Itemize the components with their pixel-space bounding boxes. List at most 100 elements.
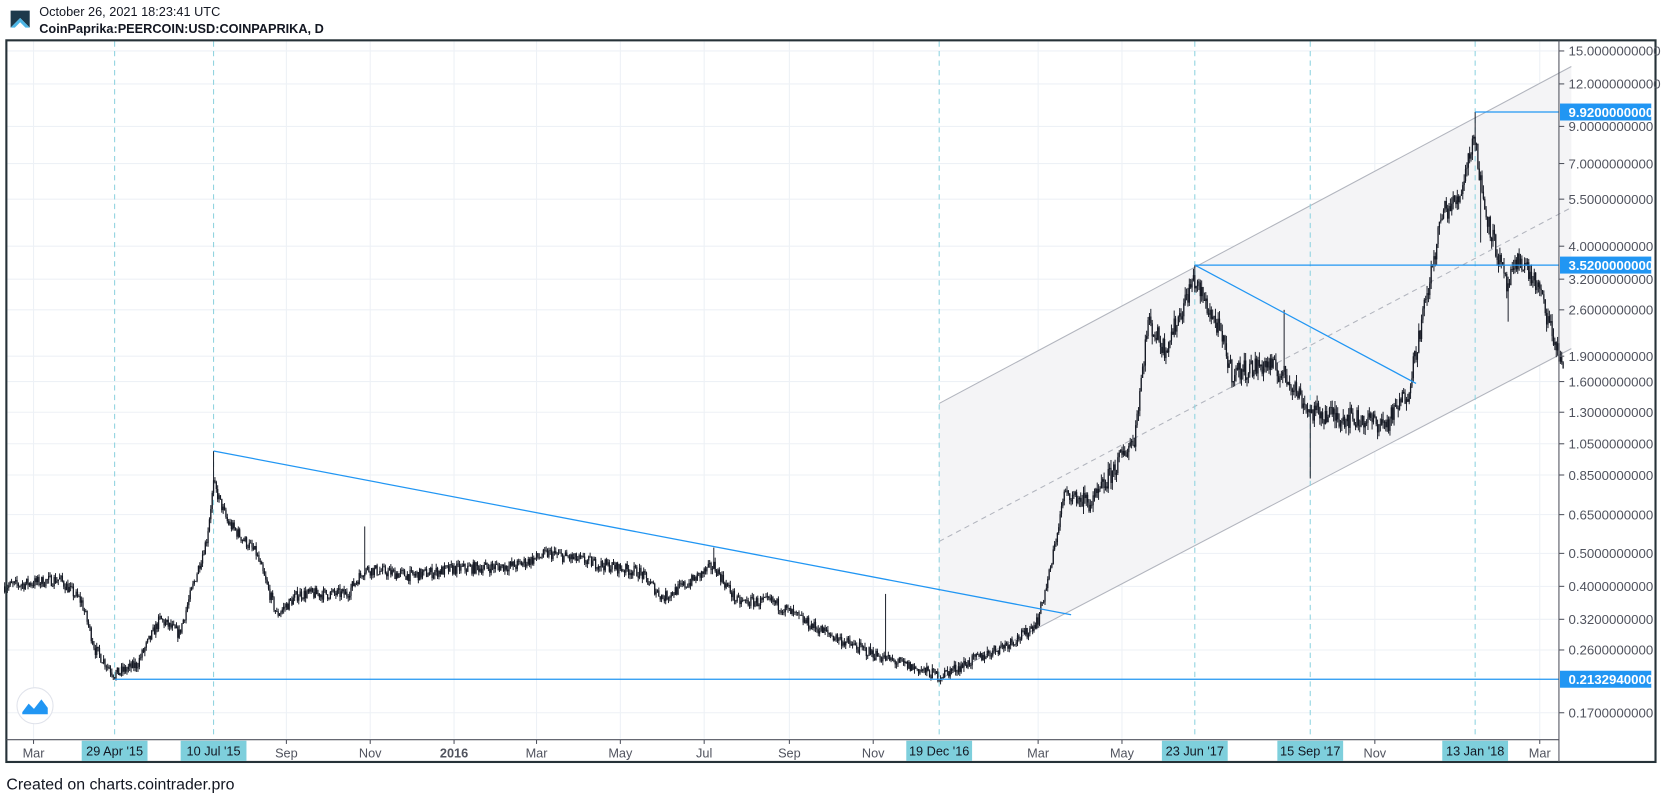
candle-body [1258,359,1261,367]
candle-body [687,586,689,588]
date-marker-tag[interactable] [81,740,148,761]
date-marker-tag[interactable] [1161,740,1228,761]
candle-body [19,586,21,587]
candle-body [45,579,47,587]
candle-body [251,542,253,548]
candle-body [564,552,567,556]
candle-body [452,565,454,574]
channel-lower-line[interactable] [938,348,1572,680]
candle-body [942,677,944,678]
candle-body [1240,369,1243,380]
candle-body [529,558,531,566]
candle-body [1308,409,1310,413]
candle-body [982,655,984,661]
date-marker-tag[interactable] [180,740,247,761]
candle-body [223,506,226,510]
candle-body [1327,416,1329,423]
candle-body [1533,272,1535,281]
candle-body [669,597,671,599]
candle-body [419,568,421,581]
candle-body [534,557,536,559]
candle-body [337,588,340,590]
candle-body [829,634,832,636]
candle-body [854,643,856,646]
candle-body [206,542,208,544]
candle-body [1364,422,1366,428]
candle-body [637,576,639,578]
candle-body [368,566,370,572]
candle-body [880,660,883,662]
candle-body [970,665,972,666]
candle-body [535,553,538,558]
candle-body [1561,356,1563,363]
date-marker-tag[interactable] [1442,740,1509,761]
candle-body [228,521,230,525]
candle-body [978,654,980,657]
candle-body [173,624,175,625]
time-tick-label: May [608,746,633,761]
trend-line[interactable] [1194,264,1417,384]
candle-body [1184,294,1186,304]
candle-body [485,562,487,565]
candle-body [586,560,589,565]
candle-body [1049,567,1052,570]
candle-body [394,569,396,580]
candle-body [605,559,608,565]
candle-body [1418,330,1420,353]
candle-body [1506,274,1508,292]
candle-body [212,480,215,493]
candle-body [1341,420,1343,424]
candle-body [526,564,528,567]
candle-body [619,564,621,569]
candle-body [164,621,167,626]
channel-upper-line[interactable] [938,66,1572,404]
candle-body [1106,486,1108,489]
candle-body [1392,407,1394,420]
candle-body [1108,467,1111,470]
candle-body [1037,617,1039,625]
price-level-tag[interactable] [1560,256,1652,274]
candle-body [366,566,369,569]
candle-body [48,576,50,580]
candle-body [395,573,397,580]
candle-body [1276,369,1278,377]
candle-body [1202,286,1204,300]
trend-line[interactable] [213,450,1072,616]
candle-body [300,591,303,599]
price-axis[interactable]: 15.0000000000 12.0000000000 9.0000000000 7.… [1558,44,1661,721]
candle-body [1288,382,1291,386]
candle-body [211,492,213,510]
candle-body [317,593,319,595]
candle-body [1198,281,1200,283]
candle-body [792,609,795,613]
candle-body [102,659,105,664]
candle-body [1323,419,1325,425]
candle-body [1496,256,1498,261]
candle-body [278,614,281,616]
candle-body [659,596,661,600]
candle-body [1021,630,1023,640]
candle-body [129,663,131,667]
price-level-tag[interactable] [1560,670,1652,688]
candle-body [966,664,968,668]
drawings[interactable] [114,111,1559,680]
candle-body [1306,408,1309,413]
candle-body [234,527,237,530]
candle-body [1393,405,1395,420]
candle-body [799,614,802,616]
candle-body [1135,425,1137,447]
candle-body [930,677,932,679]
time-axis[interactable]: Mar Sep Nov 2016 Mar May Jul Sep Nov Mar May Nov Mar… [23,739,1552,761]
candle-body [1412,356,1414,379]
candle-body [1400,398,1402,403]
candle-body [182,619,184,624]
candle-body [1302,403,1305,408]
candle-body [849,639,851,644]
price-level-tag[interactable] [1560,103,1652,121]
date-marker-tag[interactable] [1277,740,1344,761]
date-marker-tag[interactable] [906,740,973,761]
candle-body [322,589,325,600]
candle-body [266,579,268,584]
candle-body [1275,359,1277,370]
